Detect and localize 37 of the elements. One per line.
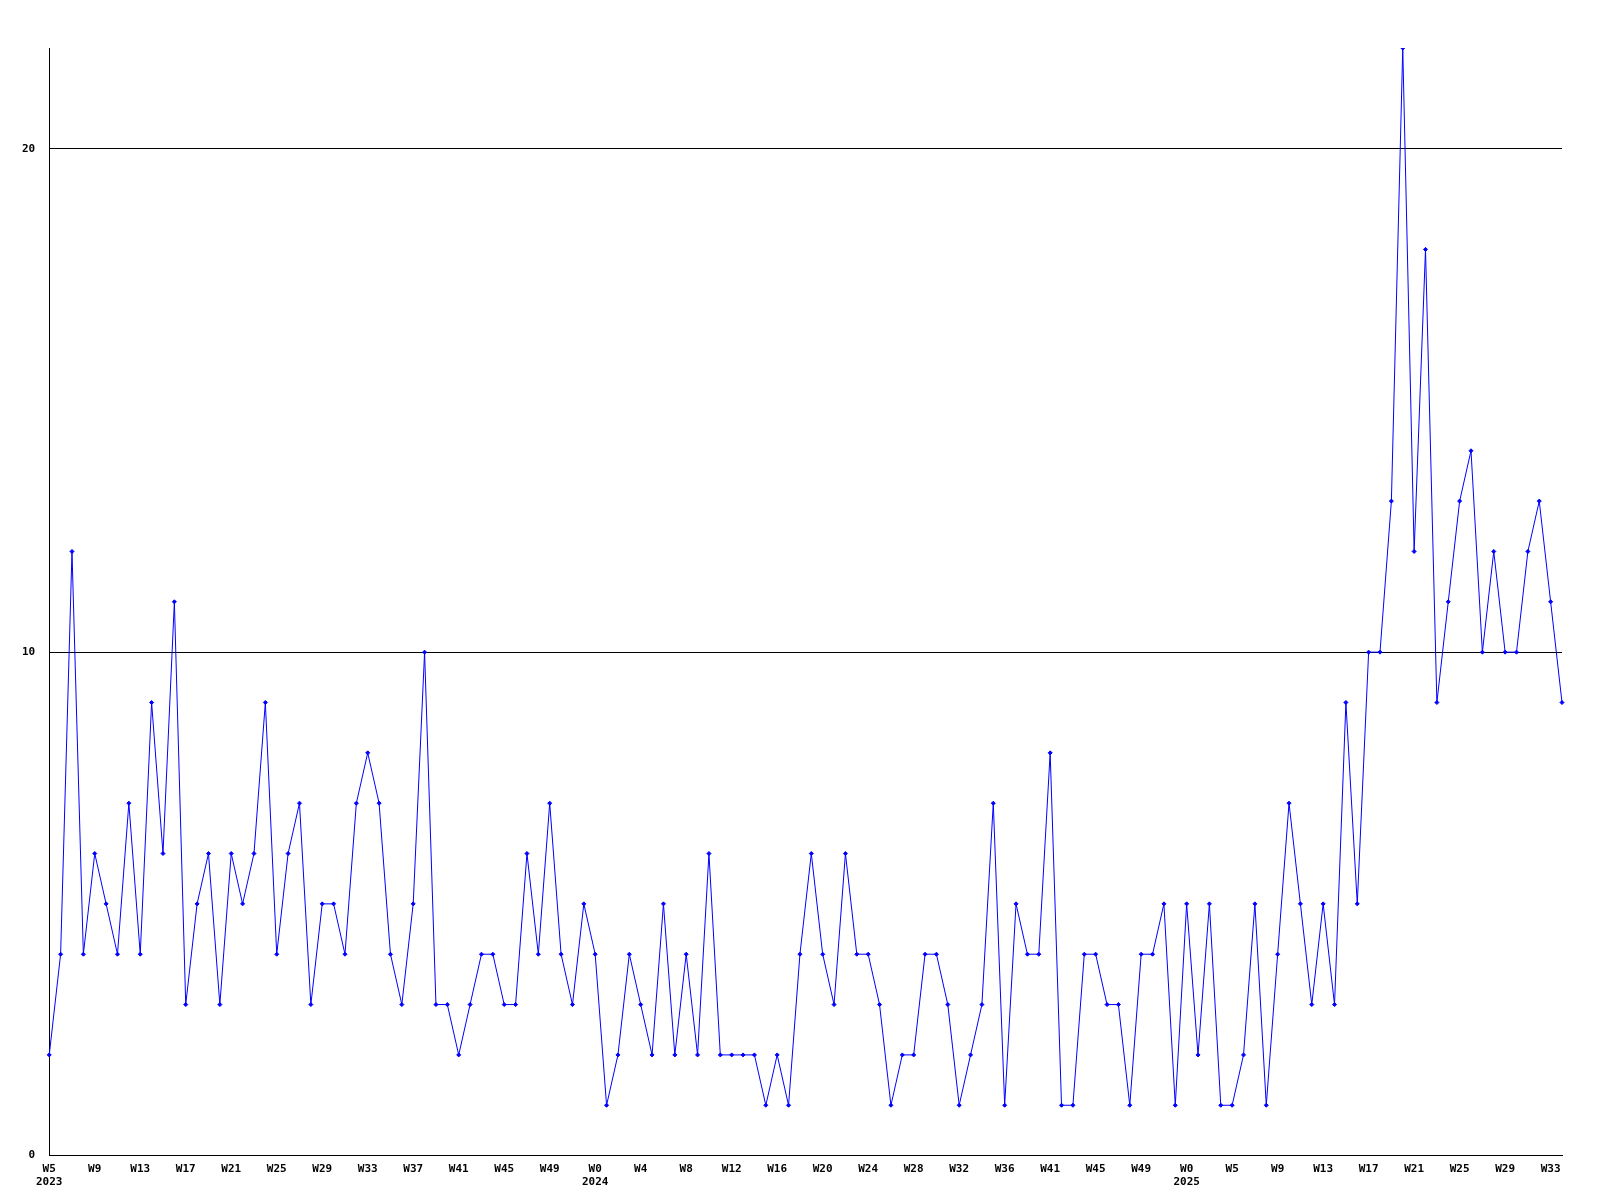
x-tick-label: W45 xyxy=(494,1162,515,1176)
x-tick-label: W29 xyxy=(312,1162,333,1176)
x-tick-label: W0 2025 xyxy=(1173,1162,1200,1189)
x-tick-label: W28 xyxy=(903,1162,924,1176)
x-tick-label: W37 xyxy=(403,1162,424,1176)
x-tick-label: W25 xyxy=(266,1162,287,1176)
x-tick-label: W9 xyxy=(88,1162,102,1176)
x-tick-label: W29 xyxy=(1495,1162,1516,1176)
x-tick-label: W12 xyxy=(721,1162,742,1176)
x-tick-label: W32 xyxy=(949,1162,970,1176)
x-tick-label: W33 xyxy=(1540,1162,1561,1176)
x-tick-label: W49 xyxy=(539,1162,560,1176)
x-tick-label: W17 xyxy=(175,1162,196,1176)
x-tick-label: W20 xyxy=(812,1162,833,1176)
x-tick-label: W21 xyxy=(221,1162,242,1176)
x-tick-label: W5 xyxy=(1225,1162,1239,1176)
x-tick-label: W24 xyxy=(858,1162,879,1176)
x-tick-label: W36 xyxy=(994,1162,1015,1176)
x-tick-label: W13 xyxy=(1313,1162,1334,1176)
x-tick-label: W33 xyxy=(357,1162,378,1176)
y-tick-label: 20 xyxy=(22,141,36,155)
x-tick-label: W41 xyxy=(448,1162,470,1176)
x-tick-label: W17 xyxy=(1358,1162,1379,1176)
x-tick-label: W41 xyxy=(1040,1162,1061,1176)
x-tick-label: W5 2023 xyxy=(36,1162,63,1189)
x-tick-label: W45 xyxy=(1085,1162,1106,1176)
x-tick-label: W25 xyxy=(1449,1162,1470,1176)
y-tick-label: 10 xyxy=(22,645,36,658)
x-tick-label: W49 xyxy=(1131,1162,1152,1176)
x-tick-label: W16 xyxy=(767,1162,788,1176)
x-tick-label: W4 xyxy=(634,1162,648,1176)
x-tick-label: W9 xyxy=(1271,1162,1285,1176)
x-tick-label: W0 2024 xyxy=(581,1162,609,1189)
x-tick-label: W21 xyxy=(1404,1162,1425,1176)
x-tick-label: W13 xyxy=(130,1162,151,1176)
y-tick-label: 0 xyxy=(28,1148,36,1162)
x-tick-label: W8 xyxy=(679,1162,693,1176)
